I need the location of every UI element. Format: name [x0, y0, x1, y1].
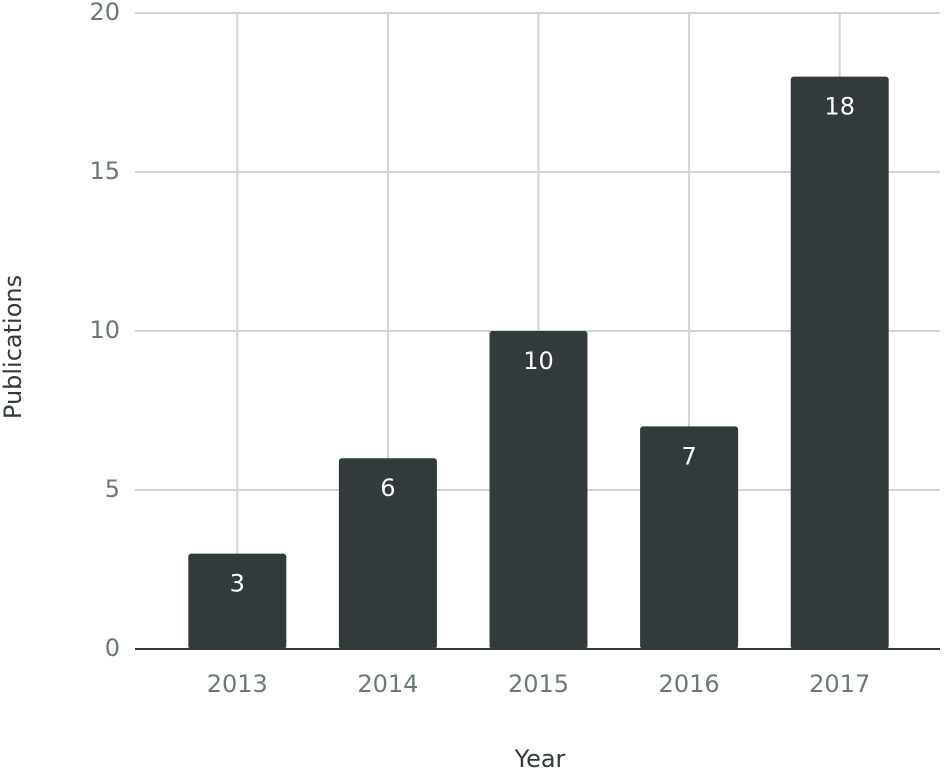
y-tick-label: 15 — [89, 157, 120, 185]
y-tick-label: 10 — [89, 316, 120, 344]
bar — [188, 553, 287, 649]
value-label: 18 — [824, 93, 855, 121]
x-tick-label: 2017 — [809, 670, 870, 698]
value-label: 7 — [681, 442, 696, 470]
x-tick-label: 2013 — [207, 670, 268, 698]
y-tick-label: 5 — [105, 475, 120, 503]
x-tick-label: 2016 — [659, 670, 720, 698]
y-tick-label: 0 — [105, 634, 120, 662]
x-tick-label: 2015 — [508, 670, 569, 698]
value-label: 3 — [230, 570, 245, 598]
x-tick-label: 2014 — [357, 670, 418, 698]
value-label: 10 — [523, 347, 554, 375]
bar — [640, 426, 739, 649]
bar — [790, 76, 889, 650]
bar — [489, 331, 588, 649]
bar — [338, 458, 437, 649]
value-label: 6 — [380, 474, 395, 502]
y-tick-label: 20 — [89, 0, 120, 26]
y-axis-label: Publications — [0, 275, 27, 419]
x-axis-label: Year — [514, 745, 566, 773]
